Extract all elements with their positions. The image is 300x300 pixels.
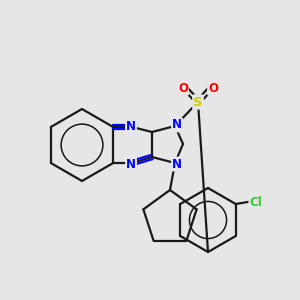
Text: N: N xyxy=(126,158,136,170)
Text: N: N xyxy=(172,118,182,131)
Text: N: N xyxy=(172,158,182,170)
Text: N: N xyxy=(126,119,136,133)
Text: O: O xyxy=(208,82,218,94)
Text: Cl: Cl xyxy=(249,196,262,208)
Text: O: O xyxy=(178,82,188,94)
Text: S: S xyxy=(193,95,203,109)
